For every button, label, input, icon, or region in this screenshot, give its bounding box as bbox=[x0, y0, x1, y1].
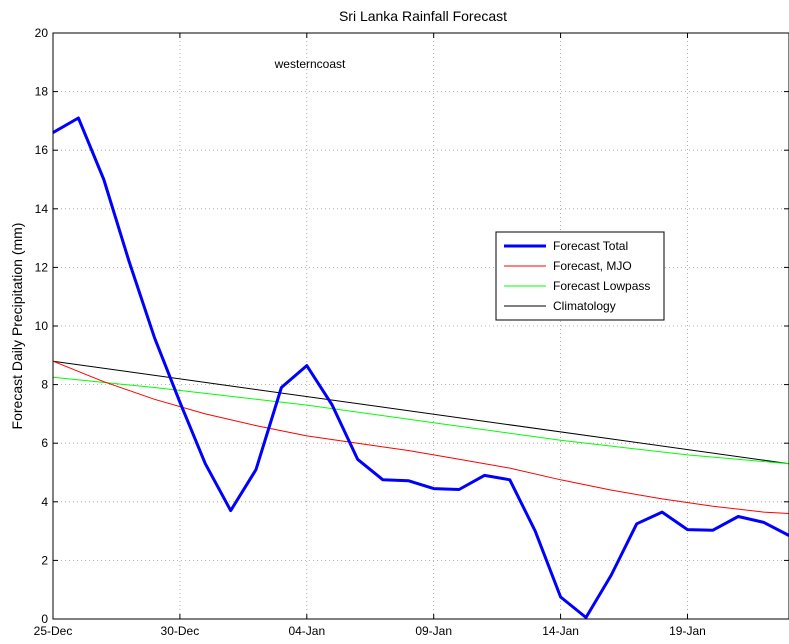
y-tick-label: 10 bbox=[35, 319, 49, 333]
y-tick-label: 12 bbox=[35, 260, 49, 274]
y-tick-label: 14 bbox=[35, 202, 49, 216]
y-tick-label: 2 bbox=[41, 553, 48, 567]
y-tick-label: 18 bbox=[35, 85, 49, 99]
legend-label: Forecast Total bbox=[553, 239, 628, 253]
y-tick-label: 8 bbox=[41, 378, 48, 392]
x-tick-label: 30-Dec bbox=[161, 624, 200, 638]
y-tick-label: 0 bbox=[41, 612, 48, 626]
y-tick-label: 16 bbox=[35, 143, 49, 157]
legend-label: Forecast Lowpass bbox=[553, 279, 650, 293]
grid-lines bbox=[53, 33, 789, 619]
x-tick-label: 19-Jan bbox=[669, 624, 706, 638]
series-line-forecast-lowpass bbox=[52, 376, 789, 465]
x-tick-label: 04-Jan bbox=[288, 624, 325, 638]
series-layer bbox=[52, 116, 789, 619]
region-annotation: westerncoast bbox=[274, 57, 346, 71]
series-line-climatology bbox=[52, 360, 789, 465]
x-tick-label: 25-Dec bbox=[34, 624, 73, 638]
y-tick-label: 20 bbox=[35, 26, 49, 40]
y-tick-label: 6 bbox=[41, 436, 48, 450]
chart-title: Sri Lanka Rainfall Forecast bbox=[339, 8, 507, 24]
axis-ticks: 25-Dec 30-Dec 04-Jan 09-Jan 14-Jan 19-Jan 0 2 4 6… bbox=[34, 26, 789, 638]
series-line-forecast-total bbox=[52, 116, 789, 619]
x-tick-label: 09-Jan bbox=[415, 624, 452, 638]
legend-label: Forecast, MJO bbox=[553, 259, 632, 273]
x-tick-label: 14-Jan bbox=[542, 624, 579, 638]
y-tick-label: 4 bbox=[41, 495, 48, 509]
y-axis-label: Forecast Daily Precipitation (mm) bbox=[9, 223, 25, 430]
legend: Forecast Total Forecast, MJO Forecast Lowp… bbox=[495, 231, 665, 321]
series-line-forecast-mjo bbox=[52, 360, 789, 514]
legend-label: Climatology bbox=[553, 299, 616, 313]
